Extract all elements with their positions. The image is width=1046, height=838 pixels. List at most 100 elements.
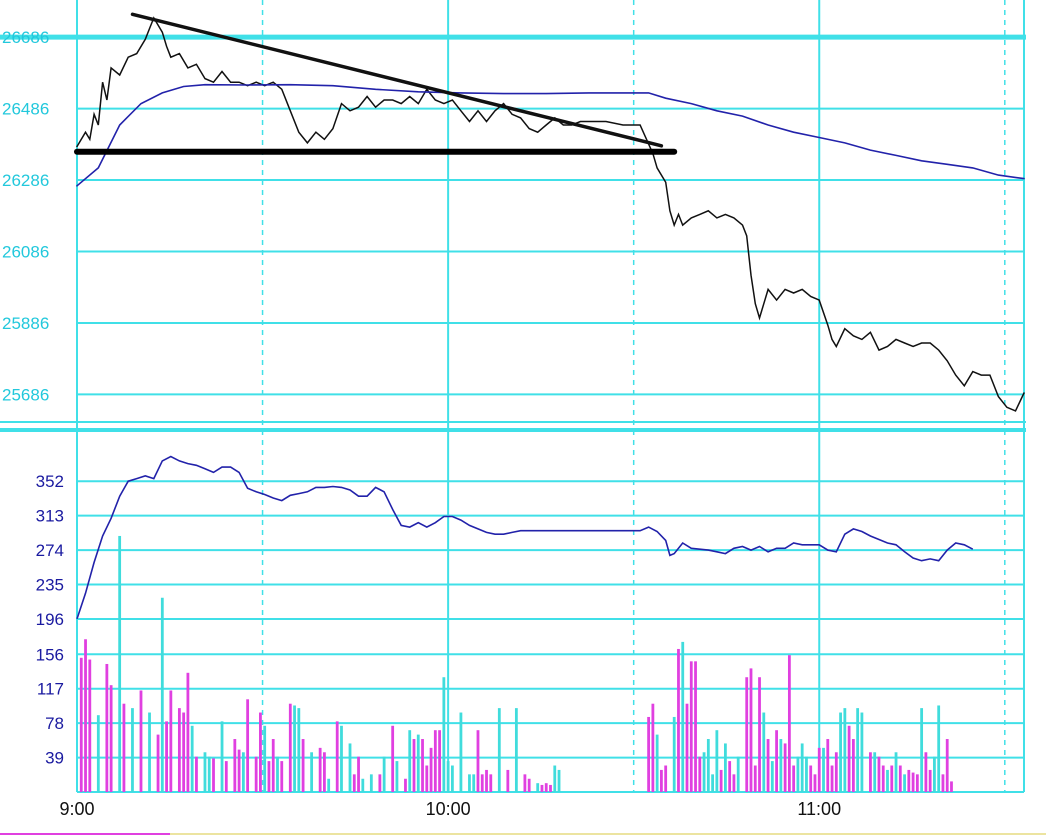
volume-bar <box>681 641 685 792</box>
volume-bar <box>753 765 757 792</box>
volume-bar <box>762 712 766 792</box>
time-tick-label: 10:00 <box>426 799 471 819</box>
volume-bar <box>233 739 237 792</box>
volume-bar <box>433 730 437 792</box>
volume-bar <box>220 721 224 792</box>
volume-bar <box>408 730 412 792</box>
volume-bar <box>348 743 352 792</box>
volume-bar <box>190 725 194 792</box>
volume-bar <box>310 752 314 792</box>
volume-bar <box>263 725 267 792</box>
volume-bar <box>139 690 143 792</box>
volume-bar <box>915 774 919 792</box>
volume-bar <box>267 761 271 792</box>
volume-average-line <box>76 455 974 620</box>
volume-bar <box>476 730 480 792</box>
volume-bar <box>937 705 941 792</box>
volume-bar <box>105 663 109 792</box>
volume-bar <box>288 703 292 792</box>
volume-bar <box>109 685 113 792</box>
volume-bar <box>485 769 488 792</box>
volume-bar <box>544 783 548 792</box>
volume-bar <box>766 739 770 792</box>
volume-bar <box>212 758 215 792</box>
series-line-average <box>76 83 1025 187</box>
volume-bar <box>843 708 847 792</box>
volume-bar <box>749 668 753 792</box>
volume-bar <box>736 756 740 792</box>
volume-bar <box>246 699 250 792</box>
volume-bar <box>276 756 279 792</box>
volume-bar <box>323 752 326 792</box>
price-lines <box>74 12 1025 412</box>
volume-bar <box>800 743 804 792</box>
volume-bar <box>685 703 689 792</box>
volume-bar <box>160 597 164 792</box>
volume-bar <box>941 774 945 792</box>
volume-bar <box>869 752 872 792</box>
price-tick-label: 26486 <box>2 100 49 119</box>
volume-bar <box>655 734 659 792</box>
time-tick-label: 11:00 <box>797 799 841 819</box>
price-tick-label: 26286 <box>2 171 49 190</box>
series-line-price <box>76 16 1025 412</box>
volume-bar <box>911 772 915 792</box>
volume-tick-label: 39 <box>45 749 64 768</box>
volume-bar <box>203 752 207 792</box>
price-tick-label: 26086 <box>2 243 49 262</box>
volume-bar <box>446 761 450 792</box>
volume-bar <box>340 725 343 792</box>
volume-bar <box>694 661 697 792</box>
volume-tick-label: 156 <box>36 645 64 664</box>
volume-bar <box>851 739 855 792</box>
volume-bar <box>352 774 356 792</box>
volume-bar <box>672 716 676 792</box>
volume-bar <box>395 761 399 792</box>
volume-bar <box>318 747 322 792</box>
volume-bar <box>122 703 126 792</box>
volume-bar <box>84 639 87 792</box>
volume-bar <box>933 756 936 792</box>
volume-bar <box>182 712 186 792</box>
volume-bar <box>79 657 83 792</box>
price-tick-label: 25886 <box>2 314 49 333</box>
volume-bar <box>758 677 761 792</box>
volume-bar <box>177 708 181 792</box>
volume-bar <box>259 712 262 792</box>
volume-bar <box>715 730 719 792</box>
volume-bar <box>369 774 373 792</box>
volume-bar <box>817 747 821 792</box>
volume-bar <box>903 774 906 792</box>
volume-bar <box>442 677 446 792</box>
volume-bar <box>297 708 301 792</box>
volume-bar <box>723 743 727 792</box>
volume-bar <box>335 721 339 792</box>
volume-bar <box>728 761 732 792</box>
volume-bar <box>186 672 190 792</box>
volume-bar <box>805 756 808 792</box>
volume-bar <box>706 739 710 792</box>
volume-tick-label: 352 <box>36 472 64 491</box>
volume-bar <box>557 769 561 792</box>
volume-bar <box>527 778 531 792</box>
volume-bar <box>689 661 693 792</box>
price-tick-label: 25686 <box>2 385 49 404</box>
volume-bar <box>472 774 476 792</box>
volume-bar <box>293 705 296 792</box>
volume-bar <box>489 774 493 792</box>
volume-bar <box>237 749 241 792</box>
volume-bar <box>698 756 702 792</box>
grid <box>0 0 1026 793</box>
volume-bar <box>711 774 714 792</box>
volume-bar <box>361 778 365 792</box>
volume-bar <box>271 739 275 792</box>
volume-bar <box>770 761 774 792</box>
volume-bar <box>118 535 122 792</box>
volume-bar <box>719 769 723 792</box>
volume-bar <box>950 781 953 792</box>
volume-bar <box>839 712 842 792</box>
volume-bar <box>898 765 902 792</box>
price-tick-label: 26686 <box>2 28 49 47</box>
